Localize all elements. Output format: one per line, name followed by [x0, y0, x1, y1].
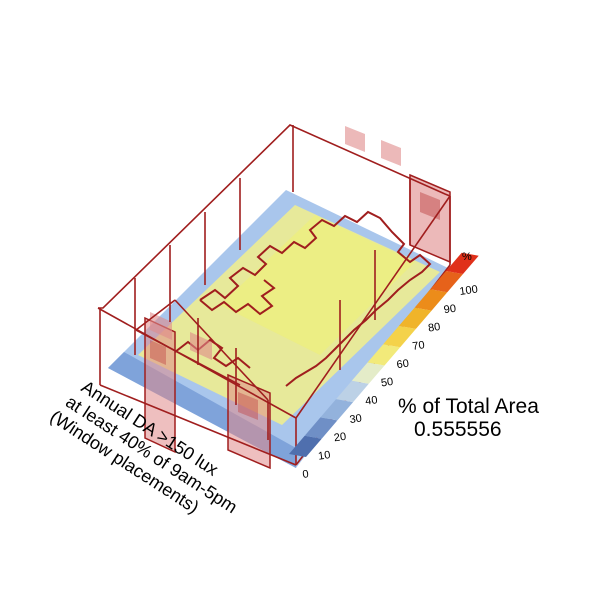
window-left-inner	[150, 340, 166, 365]
legend-swatch-70	[398, 307, 432, 329]
legend-tick: 30	[349, 412, 363, 426]
windows	[144, 126, 451, 470]
legend-tick: 10	[317, 449, 331, 463]
legend-unit: %	[462, 251, 472, 263]
legend-swatch-30	[336, 380, 369, 403]
legend-tick: 20	[333, 431, 347, 445]
legend-swatch-50	[367, 344, 401, 366]
window-right-inner	[420, 192, 440, 220]
metric-value: 0.555556	[414, 418, 502, 441]
metric-label: % of Total Area	[398, 395, 539, 418]
window-gable-2	[190, 332, 212, 360]
da-contour	[199, 210, 432, 387]
window-mid-inner	[238, 392, 258, 420]
legend-tick: 90	[443, 303, 457, 317]
legend-swatch-90	[430, 271, 463, 293]
legend-swatch-20	[320, 399, 354, 421]
da-contour-inner	[199, 279, 276, 316]
window-roof-2	[381, 140, 401, 166]
floor-bright-area	[220, 215, 415, 355]
legend-tick: 70	[412, 339, 426, 353]
legend-swatch-10	[304, 417, 338, 439]
legend-swatch-40	[351, 362, 385, 384]
legend-swatch-80	[414, 289, 448, 311]
legend-tick: 40	[365, 394, 379, 408]
legend-swatch-100	[446, 252, 479, 274]
window-gable-1	[150, 312, 172, 340]
legend-swatch-0	[289, 435, 322, 457]
legend-swatch-60	[383, 325, 416, 348]
legend-tick: 80	[427, 321, 441, 335]
legend-tick: 0	[302, 468, 310, 481]
legend-tick: 60	[396, 358, 410, 372]
legend-tick: 100	[459, 284, 479, 298]
window-roof-1	[345, 126, 365, 152]
legend-tick: 50	[380, 376, 394, 390]
